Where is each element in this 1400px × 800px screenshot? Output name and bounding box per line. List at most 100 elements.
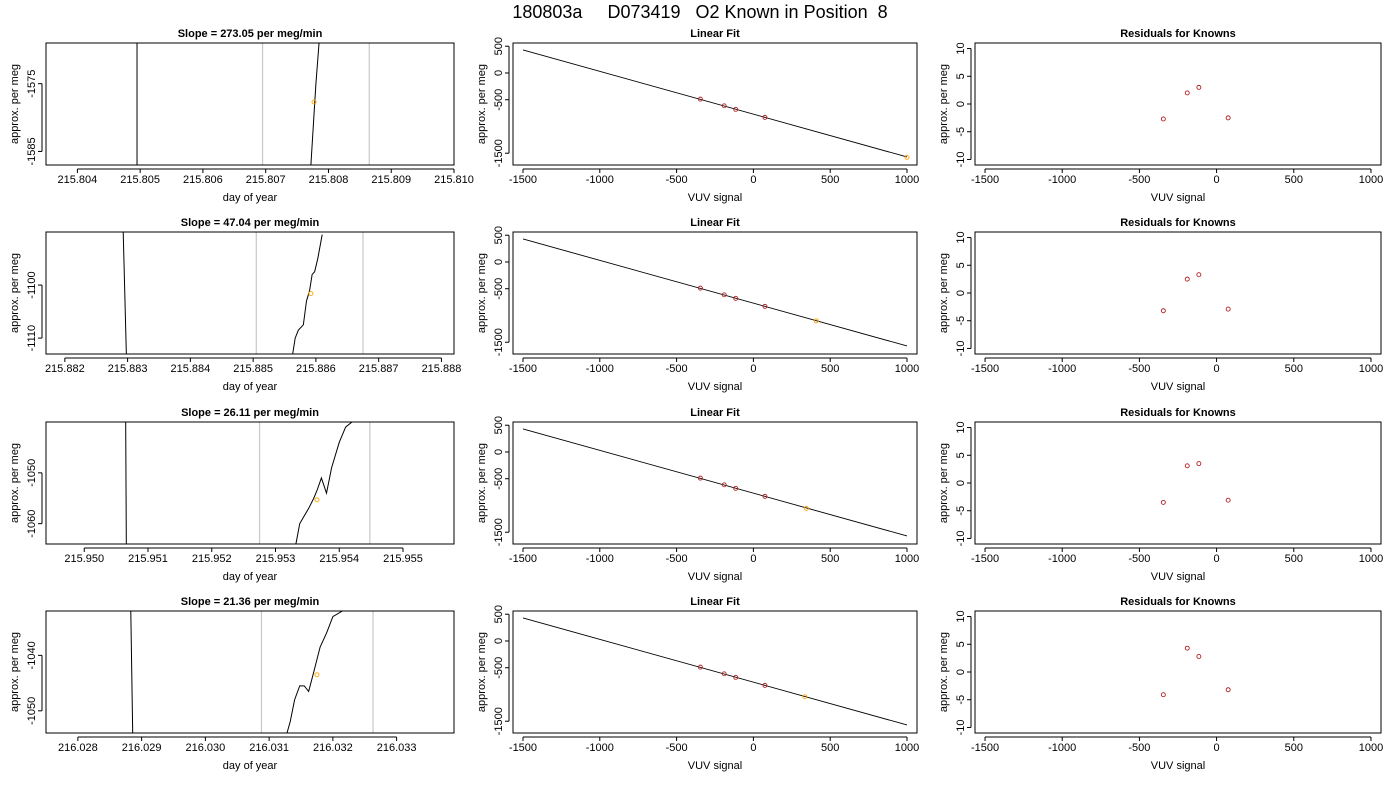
panel-r3-c2-sample-point [803, 505, 809, 511]
panel-r4-c2-known-point-3 [733, 674, 739, 680]
panel-r2-c1-x-tick-label-3: 215.884 [170, 363, 210, 375]
panel-r1-c1-x-tick-label-3: 215.806 [183, 174, 223, 186]
panel-r2-c1-frame [45, 231, 455, 355]
panel-r3-c2-x-tick-label-6: 1000 [895, 553, 919, 565]
panel-r2-c3-y-tick-label-4: -5 [955, 316, 967, 326]
panel-r1-c2-x-tick-label-6: 1000 [895, 174, 919, 186]
panel-r2-c3-residual-point-1 [1160, 308, 1166, 314]
panel-r2-c2-y-label: approx. per meg [476, 253, 488, 333]
panel-r2-c2-x-tick-label-6: 1000 [895, 363, 919, 375]
panel-r4-c2-sample-point [802, 694, 808, 700]
panel-r1-c3-residual-point-3 [1196, 84, 1202, 90]
panel-r2-c1-x-tick-label-5: 215.886 [296, 363, 336, 375]
panel-r4-c2-y-label: approx. per meg [476, 632, 488, 712]
panel-r4-c2-x-tick-label-2: -1000 [586, 742, 614, 754]
panel-r2-c2-known-point-4 [762, 303, 768, 309]
panel-r3-c3-y-tick-label-5: -10 [955, 531, 967, 547]
panel-r1-c3-x-tick-label-6: 1000 [1359, 174, 1383, 186]
panel-r3-c3-y-tick-label-2: 5 [955, 452, 967, 458]
panel-r4-c3-frame [974, 610, 1382, 734]
panel-r1-c2-known-point-4 [762, 114, 768, 120]
panel-r1-c2-x-tick-label-5: 500 [821, 174, 839, 186]
page-title: 180803a D073419 O2 Known in Position 8 [512, 2, 888, 22]
panel-r2-c2-known-point-2 [721, 292, 727, 298]
panel-r3-c1-x-tick-label-6: 215.955 [383, 553, 423, 565]
panel-r3-c1-y-tick-label-1: -1050 [26, 459, 38, 487]
panel-r3-c2-x-label: VUV signal [688, 571, 742, 583]
panel-r2-c1-x-tick-label-1: 215.882 [45, 363, 85, 375]
panel-r3-c3-x-tick-label-4: 0 [1214, 553, 1220, 565]
panel-r1-c3-y-tick-label-3: 0 [955, 101, 967, 107]
panel-r1-c2-known-point-2 [721, 103, 727, 109]
panel-r1-c2-y-tick-label-2: 0 [493, 70, 505, 76]
panel-r1-c2-x-tick-label-2: -1000 [586, 174, 614, 186]
panel-r4-c1-y-tick-label-1: -1040 [26, 641, 38, 669]
panel-r4-c2-x-tick-label-1: -1500 [509, 742, 537, 754]
panel-r3-c1-x-tick-label-1: 215.950 [64, 553, 104, 565]
panel-r2-c3-x-tick-label-4: 0 [1214, 363, 1220, 375]
panel-r4-c1-x-tick-label-6: 216.033 [377, 742, 417, 754]
panel-r4-c3-residual-point-1 [1160, 692, 1166, 698]
panel-r2-c3-x-tick-label-2: -1000 [1048, 363, 1076, 375]
panel-r2-c1-x-tick-label-6: 215.887 [359, 363, 399, 375]
panel-r4-c3-x-tick-label-6: 1000 [1359, 742, 1383, 754]
panel-r2-c3-x-tick-label-5: 500 [1285, 363, 1303, 375]
panel-r2-c2-x-label: VUV signal [688, 381, 742, 393]
panel-r2-c3-residual-point-3 [1196, 272, 1202, 278]
panel-r3-c3-x-tick-label-6: 1000 [1359, 553, 1383, 565]
panel-r4-c3-title: Residuals for Knowns [1120, 596, 1236, 608]
panel-r3-c1-frame [45, 421, 455, 545]
panel-r3-c3-y-tick-label-1: 10 [955, 421, 967, 433]
panel-r2-c3-x-tick-label-6: 1000 [1359, 363, 1383, 375]
panel-r1-c1-x-tick-label-2: 215.805 [120, 174, 160, 186]
panel-r4-c2-known-point-1 [697, 664, 703, 670]
panel-r3-c2-y-tick-label-2: 0 [493, 449, 505, 455]
panel-r3-c2-x-tick-label-3: -500 [666, 553, 688, 565]
panel-r3-c1-x-tick-label-4: 215.953 [256, 553, 296, 565]
panel-r4-c1-y-label: approx. per meg [9, 632, 21, 712]
panel-r2-c3-frame [974, 231, 1382, 355]
panel-r4-c1-x-tick-label-1: 216.028 [58, 742, 98, 754]
panel-r1-c3-residual-point-2 [1184, 90, 1190, 96]
panel-r3-c3-frame [974, 421, 1382, 545]
panel-r2-c3-y-tick-label-5: -10 [955, 341, 967, 357]
panel-r3-c3-y-tick-label-3: 0 [955, 480, 967, 486]
panel-r4-c1-frame [45, 610, 455, 734]
panel-r2-c1-x-tick-label-4: 215.885 [233, 363, 273, 375]
panel-r1-c2-fit-line [522, 49, 908, 158]
panel-r2-c1-trace [122, 232, 323, 354]
panel-r4-c2-x-tick-label-3: -500 [666, 742, 688, 754]
panel-r4-c1-x-tick-label-2: 216.029 [122, 742, 162, 754]
panel-r1-c1-frame [45, 42, 455, 166]
panel-r3-c2-x-tick-label-2: -1000 [586, 553, 614, 565]
panel-r1-c1-x-tick-label-6: 215.809 [371, 174, 411, 186]
panel-r2-c2-x-tick-label-3: -500 [666, 363, 688, 375]
panel-r4-c3-y-tick-label-4: -5 [955, 695, 967, 705]
panel-r4-c3-y-tick-label-2: 5 [955, 641, 967, 647]
panel-r2-c2-y-tick-label-4: -1500 [493, 328, 505, 356]
panel-r3-c3-x-tick-label-2: -1000 [1048, 553, 1076, 565]
panel-r4-c1-x-tick-label-3: 216.030 [185, 742, 225, 754]
panel-r1-c2-x-tick-label-4: 0 [750, 174, 756, 186]
panel-r4-c1-y-tick-label-2: -1050 [26, 697, 38, 725]
panel-r1-c3-x-tick-label-2: -1000 [1048, 174, 1076, 186]
panel-r4-c2-y-tick-label-3: -500 [493, 657, 505, 679]
panel-r1-c2-x-tick-label-1: -1500 [509, 174, 537, 186]
panel-r1-c2-title: Linear Fit [690, 28, 740, 40]
panel-r3-c3-x-tick-label-1: -1500 [971, 553, 999, 565]
panel-r4-c1-x-tick-label-5: 216.032 [313, 742, 353, 754]
panel-r2-c3-y-tick-label-3: 0 [955, 290, 967, 296]
panel-r3-c1-x-tick-label-3: 215.952 [192, 553, 232, 565]
panel-r1-c2-y-tick-label-3: -500 [493, 89, 505, 111]
panel-r2-c1-x-tick-label-2: 215.883 [108, 363, 148, 375]
panel-r2-c2-frame [512, 231, 918, 355]
panel-r3-c2-known-point-3 [733, 485, 739, 491]
panel-r4-c2-frame [512, 610, 918, 734]
panel-r4-c2-y-tick-label-4: -1500 [493, 707, 505, 735]
panel-r2-c1-y-tick-label-1: -1100 [26, 271, 38, 298]
panel-r3-c2-title: Linear Fit [690, 407, 740, 419]
panel-r2-c3-residual-point-2 [1184, 276, 1190, 282]
panel-r4-c2-known-point-2 [721, 671, 727, 677]
panel-r1-c1-y-label: approx. per meg [9, 64, 21, 144]
panel-r1-c1-x-tick-label-5: 215.808 [309, 174, 349, 186]
